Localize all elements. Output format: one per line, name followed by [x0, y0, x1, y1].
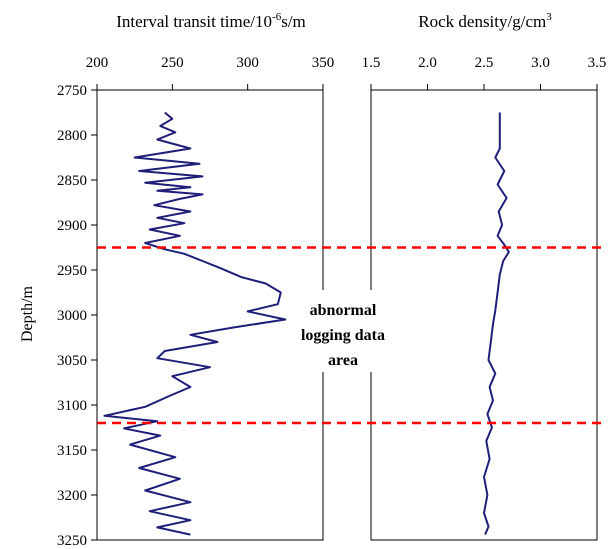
- plot-frame: [370, 89, 598, 541]
- y-tick-label: 3250: [57, 533, 87, 549]
- plot-frame: [96, 89, 324, 541]
- y-tick-label: 3100: [57, 398, 87, 414]
- annotation-line-2: logging data: [301, 327, 385, 344]
- x-tick-label: 3.5: [588, 55, 607, 71]
- x-tick-label: 3.0: [531, 55, 550, 71]
- y-tick-label: 2950: [57, 263, 87, 279]
- y-tick-labels: 2750 2800 2850 2900 2950 3000 3050 3100 3150 3200…: [57, 83, 97, 549]
- x-tick-label: 300: [236, 55, 259, 71]
- y-tick-label: 2750: [57, 83, 87, 99]
- x-tick-label: 2.5: [475, 55, 494, 71]
- y-tick-label: 2850: [57, 173, 87, 189]
- x-tick-label: 350: [312, 55, 335, 71]
- x-tick-label: 2.0: [418, 55, 437, 71]
- annotation-background: [300, 290, 386, 372]
- y-axis-label: Depth/m: [19, 285, 36, 342]
- series-line: [483, 112, 510, 535]
- y-tick-label: 3200: [57, 488, 87, 504]
- series-line: [103, 111, 287, 536]
- y-tick-label: 3150: [57, 443, 87, 459]
- x-tick-label: 250: [161, 55, 184, 71]
- y-tick-label: 2800: [57, 128, 87, 144]
- x-tick-label: 1.5: [362, 55, 381, 71]
- panel-title-transit-time: Interval transit time/10-6s/m: [116, 11, 306, 31]
- panel-transit-time: Interval transit time/10-6s/m 200 250 300 3…: [86, 11, 335, 541]
- annotation-line-3: area: [328, 352, 358, 369]
- y-tick-label: 2900: [57, 218, 87, 234]
- panel-title-rock-density: Rock density/g/cm3: [418, 11, 552, 31]
- y-tick-label: 3050: [57, 353, 87, 369]
- annotation-box: abnormal logging data area: [300, 290, 386, 372]
- x-tick-label: 200: [86, 55, 109, 71]
- panel-rock-density: Rock density/g/cm3 1.5 2.0 2.5 3.0 3.5: [362, 11, 607, 541]
- annotation-line-1: abnormal: [310, 302, 377, 319]
- y-tick-label: 3000: [57, 308, 87, 324]
- reference-lines: [97, 246, 607, 425]
